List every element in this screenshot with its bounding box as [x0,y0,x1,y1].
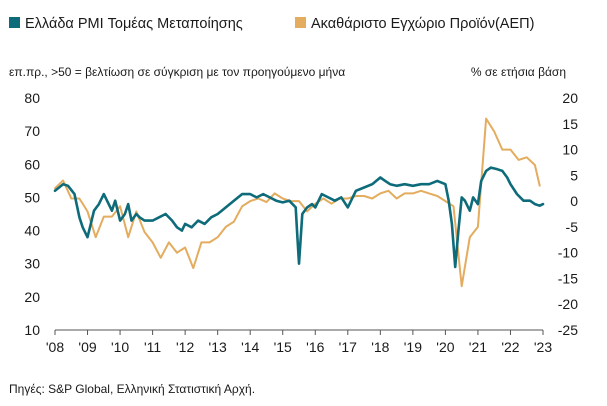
left-tick-label: 70 [24,123,40,139]
left-axis-unit-label: επ.πρ., >50 = βελτίωση σε σύγκριση με το… [9,65,345,79]
right-tick-label: 0 [570,193,578,209]
x-tick-label: '20 [436,339,454,355]
x-tick-label: '13 [209,339,227,355]
right-tick-label: 15 [562,116,578,132]
x-tick-label: '21 [469,339,487,355]
legend-label-gdp: Ακαθάριστο Εγχώριο Προϊόν(ΑΕΠ) [311,16,534,32]
x-tick-label: '23 [534,339,552,355]
legend-swatch-gdp [295,17,306,28]
right-tick-label: -5 [566,219,579,235]
left-axis: 80 70 60 50 40 30 20 10 [24,90,40,338]
x-tick-label: '17 [339,339,357,355]
series-line-pmi [53,166,545,269]
x-tick-label: '16 [306,339,324,355]
left-tick-label: 10 [24,322,40,338]
right-tick-label: 20 [562,90,578,106]
right-tick-label: -15 [558,270,578,286]
left-tick-label: 20 [24,289,40,305]
x-tick-label: '22 [501,339,519,355]
x-tick-label: '10 [111,339,129,355]
right-tick-label: -20 [558,296,578,312]
source-note: Πηγές: S&P Global, Ελληνική Στατιστική Α… [9,382,255,396]
legend: Ελλάδα PMI Τομέας Μεταποίησης Ακαθάριστο… [9,16,534,32]
legend-swatch-pmi [9,17,20,28]
x-tick-label: '09 [78,339,96,355]
x-tick-label: '15 [274,339,292,355]
left-tick-label: 40 [24,223,40,239]
series-line-gdp [54,117,541,288]
right-tick-label: 10 [562,142,578,158]
x-tick-label: '14 [241,339,259,355]
right-axis: 20 15 10 5 0 -5 -10 -15 -20 -25 [558,90,578,338]
left-tick-label: 60 [24,156,40,172]
x-tick-label: '19 [404,339,422,355]
right-axis-unit-label: % σε ετήσια βάση [471,65,566,79]
left-tick-label: 50 [24,189,40,205]
x-axis: '08 '09 '10 '11 '12 '13 '14 '15 '16 '17 '18 '19 '20 '… [46,329,552,355]
x-tick-label: '11 [144,339,161,355]
right-tick-label: 5 [570,167,578,183]
left-tick-label: 80 [24,90,40,106]
x-tick-label: '08 [46,339,64,355]
x-tick-label: '18 [371,339,389,355]
right-tick-label: -25 [558,322,578,338]
right-tick-label: -10 [558,245,578,261]
series-layer [53,117,545,288]
x-tick-label: '12 [176,339,194,355]
legend-label-pmi: Ελλάδα PMI Τομέας Μεταποίησης [25,16,243,32]
left-tick-label: 30 [24,256,40,272]
